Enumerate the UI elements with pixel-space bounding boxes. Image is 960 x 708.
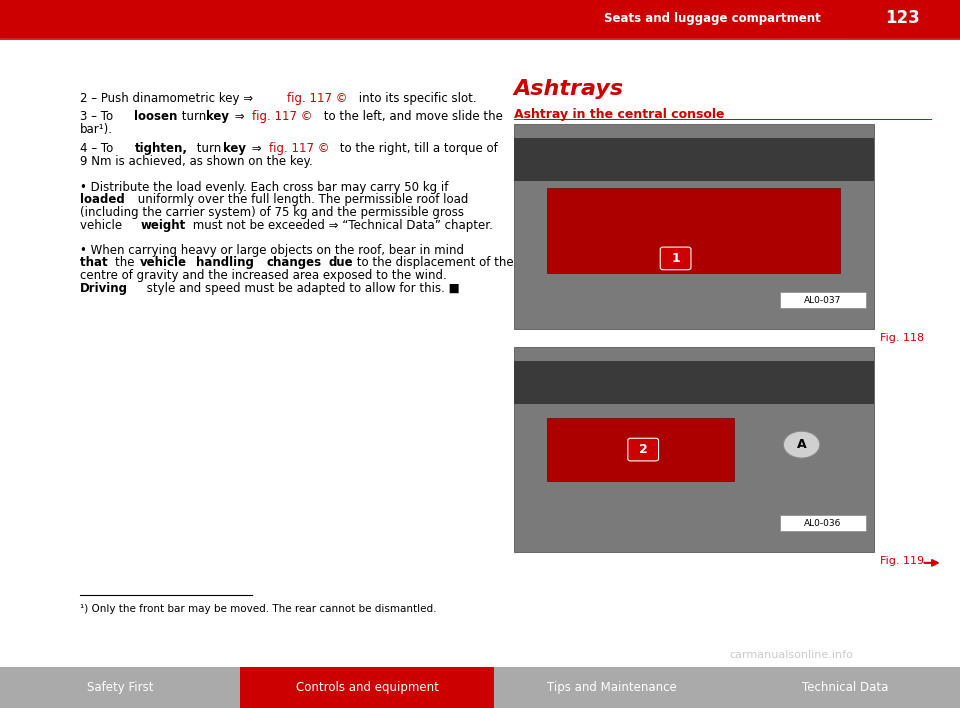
Bar	[845, 0, 960, 37]
Text: 123: 123	[885, 9, 920, 28]
Text: tighten,: tighten,	[134, 142, 187, 154]
Text: 2 – Push dinamometric key ⇒: 2 – Push dinamometric key ⇒	[80, 92, 256, 105]
Text: loaded: loaded	[80, 193, 125, 206]
Bar	[0, 667, 240, 708]
Text: key: key	[206, 110, 229, 122]
Text: Technical Data: Technical Data	[802, 681, 888, 694]
Text: changes: changes	[267, 256, 322, 269]
Circle shape	[783, 431, 820, 458]
Text: A: A	[797, 438, 806, 451]
Text: ⇒: ⇒	[248, 142, 265, 154]
Text: Driving: Driving	[80, 282, 128, 295]
Text: 1: 1	[671, 252, 680, 265]
Text: 4 – To: 4 – To	[80, 142, 117, 154]
FancyBboxPatch shape	[628, 438, 659, 461]
FancyBboxPatch shape	[660, 247, 691, 270]
Bar	[730, 667, 960, 708]
Text: into its specific slot.: into its specific slot.	[355, 92, 477, 105]
Text: Ashtrays: Ashtrays	[514, 79, 624, 99]
Text: • When carrying heavy or large objects on the roof, bear in mind: • When carrying heavy or large objects o…	[80, 244, 464, 256]
Text: that: that	[80, 256, 111, 269]
Text: must not be exceeded ⇒ “Technical Data” chapter.: must not be exceeded ⇒ “Technical Data” …	[189, 219, 493, 232]
Text: to the displacement of the: to the displacement of the	[353, 256, 514, 269]
Text: turn: turn	[178, 110, 209, 122]
Text: (including the carrier system) of 75 kg and the permissible gross: (including the carrier system) of 75 kg …	[80, 206, 464, 219]
Text: to the right, till a torque of: to the right, till a torque of	[336, 142, 497, 154]
Text: ⇒: ⇒	[231, 110, 249, 122]
Bar	[547, 418, 734, 481]
Text: Fig. 118: Fig. 118	[880, 333, 924, 343]
Text: ¹) Only the front bar may be moved. The rear cannot be dismantled.: ¹) Only the front bar may be moved. The …	[80, 604, 436, 614]
Text: weight: weight	[140, 219, 185, 232]
Text: handling: handling	[196, 256, 253, 269]
Bar	[780, 515, 866, 531]
Text: key: key	[223, 142, 246, 154]
Text: due: due	[328, 256, 353, 269]
Text: Tips and Maintenance: Tips and Maintenance	[547, 681, 677, 694]
Text: style and speed must be adapted to allow for this. ■: style and speed must be adapted to allow…	[143, 282, 460, 295]
Text: turn: turn	[193, 142, 225, 154]
Bar	[547, 188, 840, 273]
Text: bar¹).: bar¹).	[80, 123, 112, 136]
Text: fig. 117 ©: fig. 117 ©	[287, 92, 348, 105]
Text: • Distribute the load evenly. Each cross bar may carry 50 kg if: • Distribute the load evenly. Each cross…	[80, 181, 448, 193]
Text: loosen: loosen	[134, 110, 178, 122]
Text: Controls and equipment: Controls and equipment	[296, 681, 439, 694]
Text: AL0-036: AL0-036	[804, 519, 841, 527]
Text: Ashtray in the central console: Ashtray in the central console	[514, 108, 724, 120]
Text: Safety First: Safety First	[86, 681, 154, 694]
Text: fig. 117 ©: fig. 117 ©	[252, 110, 313, 122]
Bar	[514, 124, 874, 329]
Bar	[0, 0, 960, 37]
Bar	[780, 292, 866, 308]
Text: vehicle: vehicle	[80, 219, 126, 232]
Text: AL0-037: AL0-037	[804, 296, 841, 304]
Bar	[494, 667, 730, 708]
Text: vehicle: vehicle	[140, 256, 187, 269]
Bar	[514, 347, 874, 552]
Bar	[514, 138, 874, 181]
Text: centre of gravity and the increased area exposed to the wind.: centre of gravity and the increased area…	[80, 269, 446, 282]
Text: uniformly over the full length. The permissible roof load: uniformly over the full length. The perm…	[134, 193, 468, 206]
Text: Fig. 119: Fig. 119	[880, 556, 924, 566]
Bar	[240, 667, 494, 708]
Text: 3 – To: 3 – To	[80, 110, 116, 122]
Text: 9 Nm is achieved, as shown on the key.: 9 Nm is achieved, as shown on the key.	[80, 155, 312, 168]
Text: carmanualsonline.info: carmanualsonline.info	[730, 650, 853, 660]
Text: to the left, and move slide the: to the left, and move slide the	[320, 110, 502, 122]
Text: fig. 117 ©: fig. 117 ©	[269, 142, 329, 154]
Bar	[514, 361, 874, 404]
Text: 2: 2	[638, 443, 648, 456]
Text: the: the	[115, 256, 138, 269]
Text: Seats and luggage compartment: Seats and luggage compartment	[604, 12, 821, 25]
